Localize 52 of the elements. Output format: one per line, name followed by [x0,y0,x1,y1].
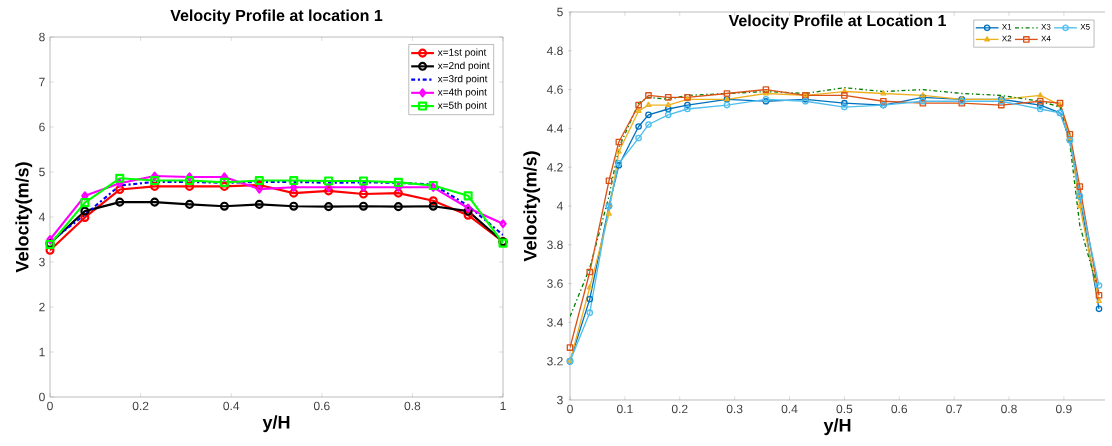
x-axis-title: y/H [823,418,851,436]
y-tick-label: 4.4 [546,124,563,133]
y-tick-label: 6 [39,122,45,132]
legend-label: x=3rd point [437,74,488,85]
y-tick-label: 4 [556,201,563,211]
x-tick-label: 0.1 [617,404,633,414]
chart-title: Velocity Profile at Location 1 [728,14,946,30]
x-tick-label: 0.4 [223,401,240,411]
x-tick-label: 0.2 [132,401,149,411]
legend-label: X2 [1002,35,1012,42]
y-tick-label: 4.8 [546,46,563,56]
x-tick-label: 0.5 [836,404,853,414]
x-tick-label: 0.9 [1055,404,1072,414]
x-tick-label: 0.2 [671,404,688,414]
legend-label: x=5th point [437,101,487,111]
y-tick-label: 3.8 [547,240,563,250]
legend-label: X4 [1041,35,1051,42]
y-axis-title: Velocity(m/s) [523,151,541,262]
x-tick-label: 0.4 [781,404,798,414]
y-tick-label: 4.2 [546,163,563,172]
y-tick-label: 4 [38,212,45,222]
x-tick-label: 0.6 [313,401,330,411]
x-tick-label: 0.7 [946,404,962,414]
x-tick-label: 0.3 [726,404,743,414]
x-tick-label: 0.6 [891,404,908,414]
x-tick-label: 0.8 [1001,404,1017,414]
y-tick-label: 3.2 [547,356,563,366]
legend-label: X1 [1002,24,1012,30]
y-tick-label: 2 [39,302,45,312]
y-tick-label: 8 [39,32,45,42]
y-tick-label: 3.4 [547,318,563,327]
y-tick-label: 7 [39,77,45,87]
y-tick-label: 5 [39,167,45,177]
legend-label: x=4th point [437,88,487,98]
y-axis-title: Velocity(m/s) [15,162,33,273]
legend-label: X3 [1041,24,1051,30]
x-tick-label: 0 [47,401,53,411]
y-tick-label: 3.6 [547,279,563,288]
legend-label: x=2nd point [437,61,490,72]
legend-label: X5 [1080,24,1090,30]
x-tick-label: 1 [500,401,506,410]
legend-label: x=1st point [437,48,487,58]
x-tick-label: 0.8 [404,401,421,411]
y-tick-label: 5 [557,7,563,17]
y-tick-label: 3 [39,257,45,267]
y-tick-label: 4.6 [546,85,563,94]
y-tick-label: 1 [39,347,45,357]
chart-title: Velocity Profile at location 1 [170,9,383,25]
x-tick-label: 0 [567,404,573,414]
x-axis-title: y/H [262,415,290,433]
y-tick-label: 3 [557,395,563,405]
y-tick-label: 0 [39,392,45,402]
